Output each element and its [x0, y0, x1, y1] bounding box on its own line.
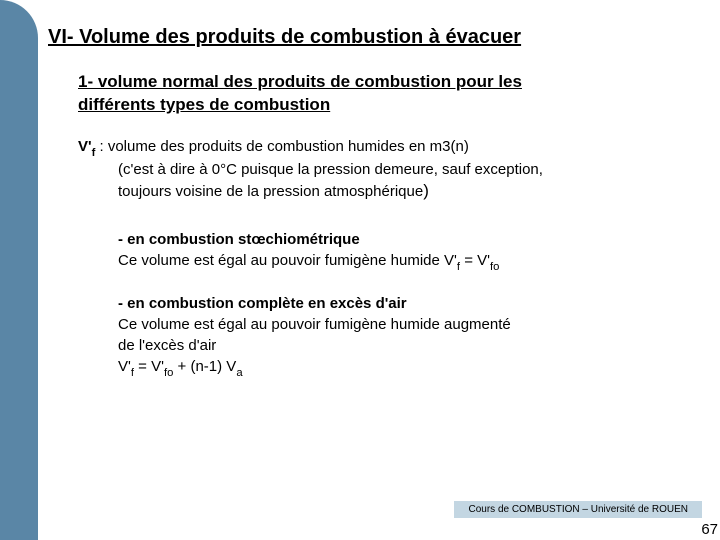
subtitle-line1: 1- volume normal des produits de combust… — [78, 72, 522, 91]
def-text: : volume des produits de combustion humi… — [95, 138, 469, 155]
excess-heading: - en combustion complète en excès d'air — [118, 295, 407, 312]
def-line2: (c'est à dire à 0°C puisque la pression … — [118, 160, 700, 180]
stoich-heading: - en combustion stœchiométrique — [118, 231, 360, 248]
excess-line1: Ce volume est égal au pouvoir fumigène h… — [118, 316, 511, 333]
def-line3: toujours voisine de la pression atmosphé… — [118, 180, 700, 203]
section-subtitle: 1- volume normal des produits de combust… — [78, 71, 700, 117]
slide-content: VI- Volume des produits de combustion à … — [48, 26, 700, 399]
subtitle-line2: différents types de combustion — [78, 95, 330, 114]
excess-air-section: - en combustion complète en excès d'air … — [118, 293, 700, 381]
excess-equation: V'f = V'fo + (n-1) Va — [118, 358, 243, 375]
footer-bar: Cours de COMBUSTION – Université de ROUE… — [454, 501, 702, 518]
symbol-vf: V'f — [78, 138, 95, 155]
stoich-body: Ce volume est égal au pouvoir fumigène h… — [118, 252, 499, 269]
sidebar-decoration — [0, 0, 38, 540]
definition-paragraph: V'f : volume des produits de combustion … — [78, 137, 700, 203]
stoichiometric-section: - en combustion stœchiométrique Ce volum… — [118, 229, 700, 275]
excess-line2: de l'excès d'air — [118, 337, 216, 354]
page-number: 67 — [701, 521, 718, 538]
main-title: VI- Volume des produits de combustion à … — [48, 26, 700, 49]
